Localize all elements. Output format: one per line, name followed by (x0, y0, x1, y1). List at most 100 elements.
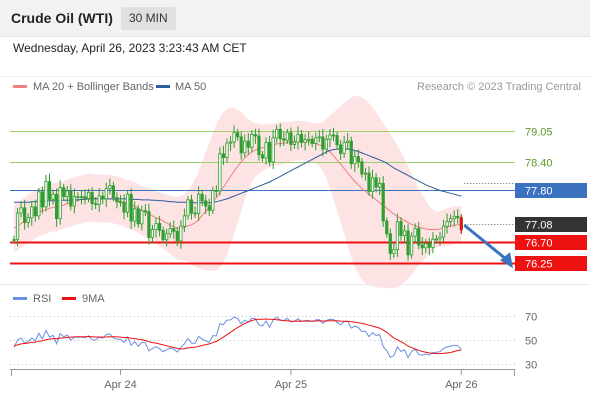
report-timestamp: Wednesday, April 26, 2023 3:23:43 AM CET (13, 41, 247, 55)
candle-body (253, 134, 257, 137)
candle-body (118, 201, 123, 204)
rsi-tick-70: 70 (525, 312, 537, 324)
candle-body (115, 197, 119, 203)
candle-body (225, 142, 229, 158)
rsi-line (13, 316, 462, 359)
candle-body (438, 236, 442, 240)
candle-body (204, 200, 208, 207)
candle-body (243, 140, 247, 154)
candle-body (296, 134, 300, 143)
candle-body (211, 190, 215, 211)
legend-label-ma50: MA 50 (175, 81, 206, 93)
candle-body (338, 144, 343, 154)
rsi-tick-30: 30 (525, 360, 537, 372)
candle-body (349, 140, 353, 165)
candle-body (108, 185, 112, 189)
candles (12, 123, 463, 261)
candle-body (392, 249, 396, 254)
timeframe-badge[interactable]: 30 MIN (121, 7, 176, 30)
candle-body (271, 137, 275, 163)
candle-body (179, 225, 183, 242)
candle-body (413, 228, 417, 237)
candle-body (150, 229, 155, 238)
chart-header: Crude Oil (WTI) 30 MIN (0, 0, 590, 37)
candle-body (218, 153, 222, 192)
candle-body (221, 153, 226, 158)
candle-body (165, 233, 169, 241)
last-price-label: 77.08 (525, 220, 553, 232)
candle-body (65, 190, 69, 197)
candle-body (307, 138, 311, 141)
candle-body (278, 128, 282, 140)
candle-body (420, 244, 424, 249)
candle-body (356, 156, 360, 163)
candle-body (12, 238, 16, 241)
candle-body (434, 238, 439, 241)
bollinger-band (14, 96, 462, 289)
candle-body (86, 191, 91, 199)
candle-body (55, 193, 59, 220)
candle-body (367, 172, 371, 192)
candle-body (441, 225, 446, 238)
candle-body (30, 206, 34, 219)
candle-body (23, 207, 27, 223)
candle-body (111, 185, 115, 198)
candle-body (353, 156, 357, 165)
candle-body (214, 190, 218, 192)
candle-body (445, 221, 449, 227)
candle-body (37, 191, 41, 217)
candle-body (346, 140, 350, 143)
candle-body (257, 135, 261, 156)
candle-body (44, 181, 48, 208)
candle-body (76, 196, 80, 198)
x-tick-label-Apr-26: Apr 26 (445, 379, 477, 391)
candle-body (321, 136, 325, 150)
candle-body (168, 228, 172, 235)
candle-body (62, 187, 66, 197)
candle-body (79, 196, 84, 198)
candle-body (456, 215, 460, 219)
candle-body (133, 208, 137, 222)
candle-body (395, 221, 400, 251)
candle-body (314, 137, 318, 144)
candle-body (175, 230, 179, 242)
candle-body (47, 181, 52, 200)
x-tick-label-Apr-24: Apr 24 (104, 379, 136, 391)
candle-body (399, 221, 403, 236)
level-tag-76.70 (515, 235, 587, 250)
candle-body (331, 134, 336, 137)
candle-body (193, 212, 197, 215)
candle-body (402, 230, 407, 236)
candle-body (370, 177, 375, 192)
candle-body (90, 191, 94, 205)
candle-body (136, 208, 140, 225)
candle-body (172, 228, 176, 232)
candle-body (236, 132, 240, 138)
candle-body (250, 134, 254, 148)
candle-body (143, 210, 147, 213)
candle-body (282, 138, 286, 141)
candle-body (431, 238, 435, 248)
candle-body (140, 210, 144, 225)
last-price-tag (515, 217, 587, 232)
candle-body-last (459, 217, 463, 230)
legend-swatch-9ma (62, 297, 76, 300)
candle-body (182, 215, 186, 227)
instrument-title: Crude Oil (WTI) (11, 10, 113, 26)
level-label-78.40: 78.40 (525, 158, 553, 170)
candle-body (360, 161, 364, 175)
x-tick-label-Apr-25: Apr 25 (275, 379, 307, 391)
legend-label-rsi: RSI (33, 293, 51, 305)
candle-body (267, 142, 272, 163)
candle-body (129, 193, 133, 222)
forecast-arrow-head (500, 252, 513, 269)
candle-body (58, 187, 62, 220)
level-tag-77.80 (515, 183, 587, 198)
rsi-ma-line (13, 318, 462, 355)
candle-body (207, 205, 211, 211)
candle-body (147, 211, 151, 238)
rsi-tick-50: 50 (525, 336, 537, 348)
candle-body (409, 235, 414, 256)
candle-body (317, 136, 321, 139)
